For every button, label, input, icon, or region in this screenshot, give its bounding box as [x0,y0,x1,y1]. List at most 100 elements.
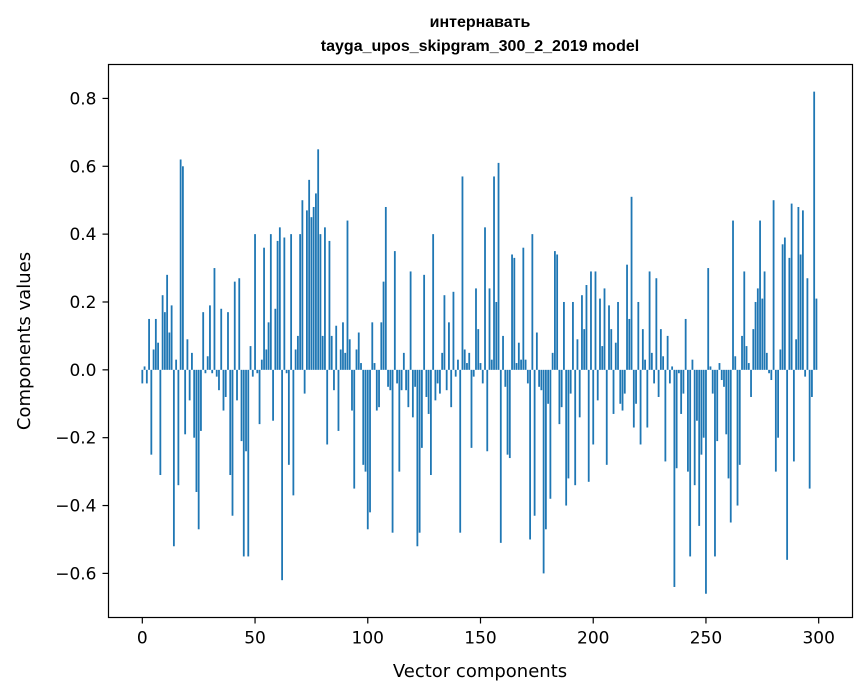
bar-component-240 [682,369,685,394]
x-tick-label: 150 [464,629,496,649]
bar-component-61 [278,227,281,370]
bar-component-280 [772,200,775,370]
bar-component-286 [786,369,789,560]
chart-title-line2: tayga_upos_skipgram_300_2_2019 model [321,38,639,55]
bar-component-200 [592,369,595,445]
bar-component-180 [547,369,550,404]
bar-component-73 [306,210,308,370]
bar-component-136 [448,322,450,370]
bar-component-149 [477,329,480,370]
bar-component-181 [549,369,552,499]
bar-component-153 [486,369,489,452]
bar-component-143 [463,349,466,370]
bar-component-265 [738,369,741,465]
bar-component-293 [802,210,804,370]
bar-component-101 [369,369,371,513]
bar-component-49 [251,369,254,377]
bar-component-41 [233,281,236,370]
bar-component-10 [163,312,166,370]
bar-component-166 [515,363,518,370]
bar-component-299 [815,298,818,370]
y-tick-label: 0.8 [69,89,96,109]
x-axis-label: Vector components [393,661,567,682]
bar-component-117 [405,369,407,391]
bar-component-262 [732,220,734,370]
bar-component-160 [502,335,504,370]
bar-component-4 [150,369,153,455]
bar-component-275 [761,298,764,370]
bar-component-208 [610,329,613,370]
bar-component-295 [806,278,809,370]
bar-component-226 [650,352,653,370]
chart-title: интернавать tayga_upos_skipgram_300_2_20… [321,14,639,55]
bar-component-152 [484,227,486,370]
bar-component-15 [175,359,178,370]
bar-component-84 [330,335,333,370]
bar-component-145 [468,352,471,370]
bar-component-270 [750,369,752,397]
bar-component-285 [783,237,786,370]
bar-component-277 [765,352,768,370]
bar-component-89 [342,322,344,370]
bar-component-244 [691,359,694,370]
bar-component-43 [238,278,241,370]
bar-component-60 [276,240,279,370]
bar-component-225 [648,271,651,370]
bar-component-133 [441,352,444,370]
bar-component-230 [659,329,662,370]
bar-component-72 [303,369,306,394]
bar-component-115 [400,369,403,391]
bar-component-119 [409,271,412,370]
bar-component-246 [696,369,698,421]
bar-component-29 [206,356,209,370]
y-tick-label: 0.0 [69,361,96,381]
bar-component-44 [240,369,243,442]
bar-component-132 [439,369,441,394]
bar-component-235 [671,366,674,370]
bar-component-129 [432,234,435,370]
bar-component-68 [294,349,297,370]
x-tick-label: 300 [802,629,834,649]
bar-component-85 [333,369,335,391]
bar-component-95 [355,349,358,370]
bar-component-127 [427,369,430,414]
bar-component-182 [551,352,554,370]
bar-component-50 [254,234,256,370]
bar-component-258 [723,369,725,387]
bar-component-213 [621,369,624,411]
bar-component-108 [384,206,387,370]
bar-component-259 [725,369,728,435]
x-tick-label: 250 [690,629,722,649]
bar-component-7 [157,342,159,370]
bar-component-171 [526,369,529,384]
bar-component-281 [774,369,777,472]
bar-component-27 [202,312,205,370]
y-tick-label: −0.6 [55,564,96,584]
bar-component-13 [170,305,173,370]
bar-component-24 [195,369,198,492]
y-axis-label: Components values [14,252,35,430]
y-tick-label: 0.4 [69,225,96,245]
bar-component-274 [759,220,761,370]
bar-component-134 [443,295,446,370]
bar-component-276 [763,271,766,370]
bar-component-109 [387,369,389,387]
bar-component-187 [563,301,565,370]
bar-component-255 [716,369,719,442]
bar-component-207 [608,305,610,370]
bar-component-216 [628,318,631,370]
bar-component-292 [799,254,802,370]
bar-component-79 [319,234,322,370]
bar-component-92 [348,339,351,370]
bar-component-135 [445,369,448,391]
bar-component-172 [529,369,531,540]
bar-component-245 [693,369,696,486]
bar-component-5 [152,349,155,370]
bar-component-137 [450,369,453,408]
bar-component-194 [578,369,581,418]
x-axis-ticks: 0 50 100 150 200 250 300 [137,617,835,649]
bar-component-287 [788,257,791,370]
bar-component-169 [522,247,525,370]
bar-component-142 [461,176,464,370]
bar-component-81 [324,227,326,370]
